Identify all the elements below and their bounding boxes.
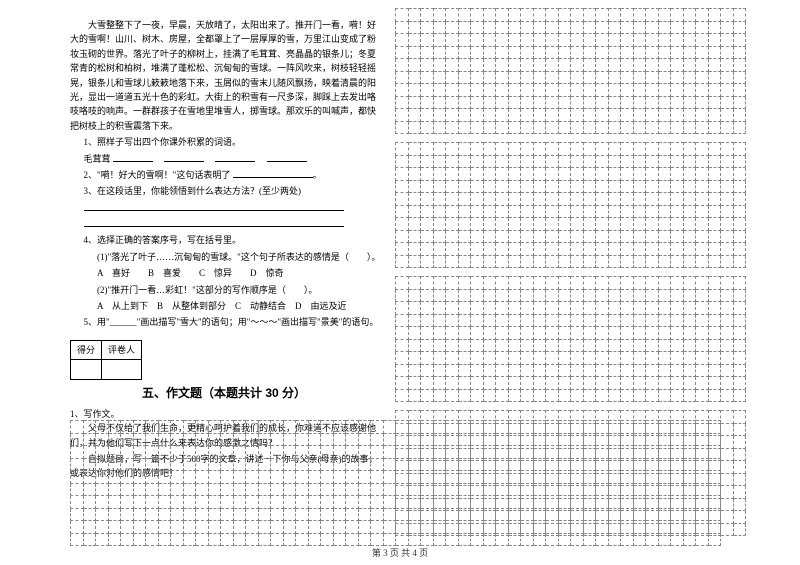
q1-blank1[interactable] [113, 152, 153, 162]
q3-label: 3、在这段话里，你能领悟到什么表达方法？(至少两处) [84, 184, 382, 198]
q2-text: 2、"嗬！好大的雪啊！"这句话表明了 [84, 170, 231, 180]
q4-2-stem: (2)"推开门一看…彩虹！"这部分的写作顺序是（ ）。 [97, 283, 381, 297]
section5-title: 五、作文题（本题共计 30 分） [142, 384, 381, 403]
q1-example: 毛茸茸 [84, 152, 382, 166]
q4-1-options[interactable]: A 喜好 B 喜爱 C 惊异 D 惊奇 [97, 266, 381, 280]
q2-label: 2、"嗬！好大的雪啊！"这句话表明了 。 [84, 168, 382, 182]
score-label: 得分 [71, 340, 102, 359]
passage-text: 大雪整整下了一夜，早晨，天放晴了，太阳出来了。推开门一看，嗬！好大的雪啊！山川、… [70, 18, 381, 133]
q4-1-stem: (1)"落光了叶子……沉甸甸的雪球。"这个句子所表达的感情是（ ）。 [97, 250, 381, 264]
score-cell[interactable] [71, 360, 102, 379]
essay-item-num: 1、写作文。 [70, 407, 381, 421]
q4-label: 4、选择正确的答案序号，写在括号里。 [84, 233, 382, 247]
q1-blank2[interactable] [164, 152, 204, 162]
q4-2-options[interactable]: A 从上到下 B 从整体到部分 C 动静结合 D 由远及近 [97, 299, 381, 313]
page-footer: 第 3 页 共 4 页 [0, 546, 800, 559]
answer-grid-bottom[interactable] [70, 420, 750, 546]
q1-example-text: 毛茸茸 [84, 154, 111, 164]
q5-label: 5、用"______"画出描写"雪大"的语句；用"～～～"画出描写"景美"的语句… [84, 315, 382, 329]
grader-label: 评卷人 [102, 340, 142, 359]
q1-blank4[interactable] [267, 152, 307, 162]
q3-answer-line1[interactable] [84, 201, 382, 215]
grader-cell[interactable] [102, 360, 142, 379]
q1-label: 1、照样子写出四个你课外积累的词语。 [84, 135, 382, 149]
q2-blank[interactable] [233, 168, 313, 178]
q1-blank3[interactable] [215, 152, 255, 162]
score-box: 得分 评卷人 [70, 340, 381, 380]
q3-answer-line2[interactable] [84, 217, 382, 231]
